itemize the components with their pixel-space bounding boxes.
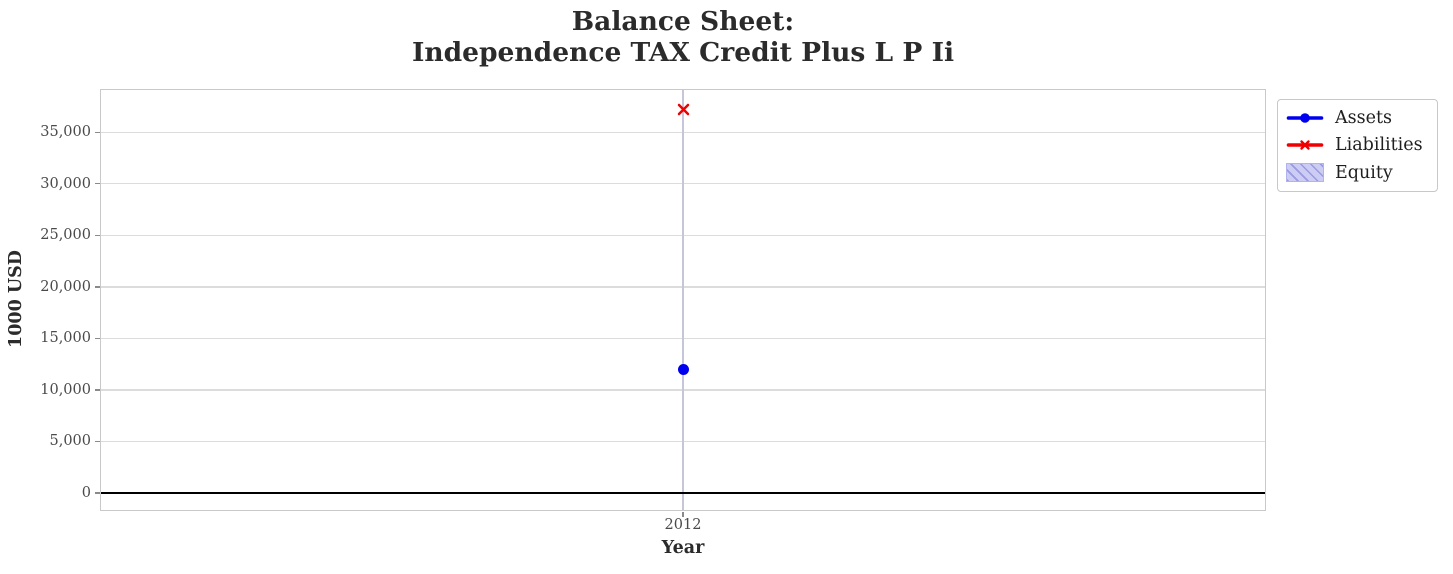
chart-title-line2: Independence TAX Credit Plus L P Ii xyxy=(411,37,955,68)
chart-title-line1: Balance Sheet: xyxy=(571,6,795,37)
chart-title: Balance Sheet: Independence TAX Credit P… xyxy=(100,6,1266,68)
y-tick-label: 30,000 xyxy=(40,175,91,192)
x-tick-mark xyxy=(682,511,684,517)
v-gridline xyxy=(682,90,684,510)
legend: Assets Liabilities Equity xyxy=(1277,99,1438,192)
y-tick-mark xyxy=(94,183,100,185)
y-tick-label: 35,000 xyxy=(40,124,91,141)
liabilities-legend-line xyxy=(1286,140,1324,150)
y-tick-mark xyxy=(94,234,100,236)
x-tick-label: 2012 xyxy=(664,517,702,533)
y-tick-mark xyxy=(94,389,100,391)
legend-label: Assets xyxy=(1335,107,1392,128)
y-tick-mark xyxy=(94,492,100,494)
y-tick-label: 20,000 xyxy=(40,278,91,295)
y-tick-label: 0 xyxy=(81,484,91,501)
y-tick-mark xyxy=(94,440,100,443)
y-tick-label: 25,000 xyxy=(40,227,91,244)
plot-area: 0 5,000 10,000 15,000 20,000 25,000 30,000 35,0… xyxy=(40,89,1266,517)
y-tick-label: 5,000 xyxy=(49,433,91,450)
zero-axis-line xyxy=(101,491,1265,495)
y-tick-mark xyxy=(94,337,100,340)
legend-item-equity: Equity xyxy=(1286,159,1423,187)
y-tick-label: 15,000 xyxy=(40,330,91,347)
assets-point xyxy=(677,363,689,375)
y-tick-label: 10,000 xyxy=(40,381,91,398)
assets-legend-line xyxy=(1286,112,1324,123)
legend-item-liabilities: Liabilities xyxy=(1286,132,1423,160)
legend-label: Equity xyxy=(1335,162,1393,183)
liabilities-point xyxy=(677,103,689,116)
y-tick-mark xyxy=(94,131,100,133)
equity-swatch xyxy=(1286,163,1324,183)
y-tick-mark xyxy=(94,286,100,288)
legend-item-assets: Assets xyxy=(1286,104,1423,132)
x-axis-label: Year xyxy=(661,538,705,558)
legend-label: Liabilities xyxy=(1335,135,1423,156)
